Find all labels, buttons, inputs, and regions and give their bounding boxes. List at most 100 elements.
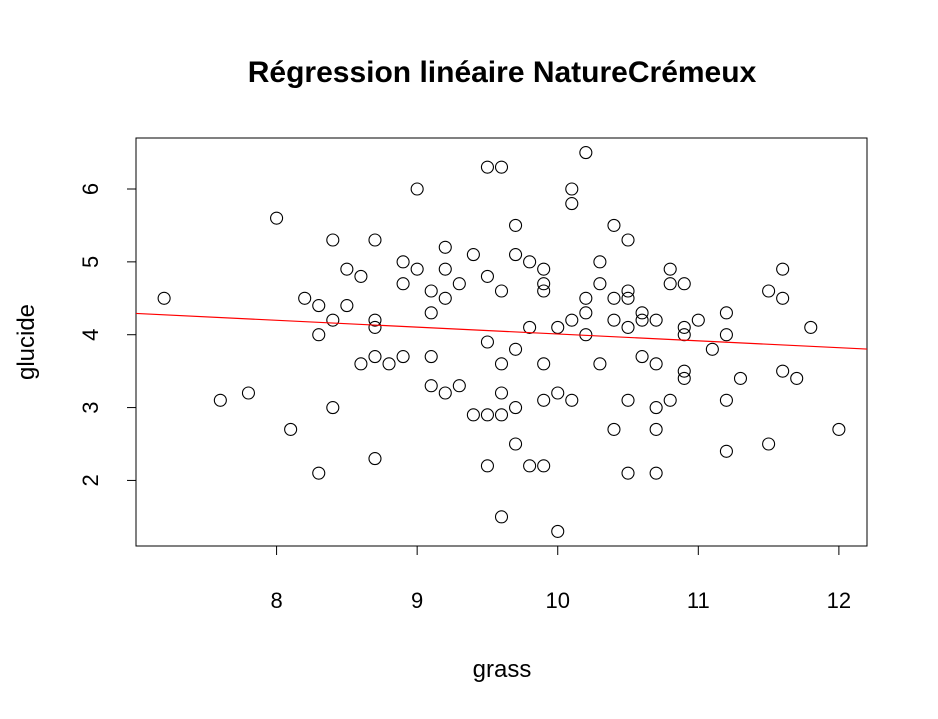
- data-point: [241, 386, 256, 400]
- data-point: [494, 510, 509, 524]
- y-tick-label: 5: [78, 256, 103, 268]
- data-point: [452, 379, 466, 393]
- data-point: [593, 277, 607, 291]
- data-point: [424, 379, 438, 393]
- data-point: [607, 313, 621, 327]
- data-point: [537, 357, 551, 371]
- data-point: [691, 313, 705, 327]
- data-point: [719, 328, 733, 342]
- data-points: [157, 146, 846, 538]
- x-axis: 8 9 10 11 12: [270, 545, 851, 613]
- chart-title: Régression linéaire NatureCrémeux: [248, 56, 757, 89]
- data-point: [509, 218, 523, 232]
- data-point: [438, 240, 452, 254]
- data-point: [298, 291, 312, 305]
- data-point: [663, 262, 677, 276]
- data-point: [466, 248, 480, 262]
- data-point: [312, 466, 326, 480]
- data-point: [621, 233, 635, 247]
- data-point: [593, 357, 607, 371]
- x-tick-label: 11: [687, 588, 710, 613]
- data-point: [537, 262, 551, 276]
- data-point: [565, 197, 579, 211]
- data-point: [438, 386, 452, 400]
- data-point: [368, 233, 382, 247]
- y-axis-label: glucide: [13, 304, 40, 380]
- data-point: [607, 218, 621, 232]
- data-point: [649, 357, 663, 371]
- x-axis-label: grass: [473, 656, 532, 683]
- x-tick-label: 8: [270, 588, 282, 613]
- data-point: [424, 306, 438, 320]
- data-point: [396, 255, 410, 269]
- data-point: [270, 211, 284, 225]
- data-point: [480, 269, 494, 283]
- data-point: [776, 364, 790, 378]
- data-point: [635, 306, 649, 320]
- data-point: [677, 371, 691, 385]
- data-point: [649, 401, 663, 415]
- data-point: [551, 386, 565, 400]
- data-point: [368, 452, 382, 466]
- y-axis: 2 3 4 5 6: [78, 183, 137, 487]
- data-point: [719, 306, 733, 320]
- data-point: [621, 320, 635, 334]
- data-point: [565, 393, 579, 407]
- data-point: [424, 284, 438, 298]
- data-point: [677, 277, 691, 291]
- data-point: [396, 350, 410, 364]
- data-point: [663, 277, 677, 291]
- data-point: [509, 401, 523, 415]
- data-point: [537, 284, 551, 298]
- data-point: [593, 255, 607, 269]
- y-tick-label: 3: [78, 401, 103, 413]
- data-point: [284, 422, 298, 436]
- data-point: [466, 408, 480, 422]
- regression-line-group: [135, 312, 868, 350]
- data-point: [579, 291, 593, 305]
- x-tick-label: 12: [827, 588, 851, 613]
- data-point: [312, 328, 326, 342]
- data-point: [551, 524, 565, 538]
- data-point: [776, 291, 790, 305]
- data-point: [719, 444, 733, 458]
- data-point: [565, 313, 579, 327]
- data-point: [480, 160, 494, 174]
- data-point: [776, 262, 790, 276]
- data-point: [649, 313, 663, 327]
- data-point: [494, 160, 509, 174]
- data-point: [382, 357, 396, 371]
- data-point: [438, 291, 452, 305]
- data-point: [354, 269, 368, 283]
- data-point: [649, 466, 663, 480]
- data-point: [424, 350, 438, 364]
- data-point: [621, 291, 635, 305]
- data-point: [312, 299, 326, 313]
- data-point: [452, 277, 466, 291]
- data-point: [509, 248, 523, 262]
- data-point: [621, 466, 635, 480]
- data-point: [340, 262, 354, 276]
- data-point: [649, 422, 663, 436]
- data-point: [368, 350, 382, 364]
- data-point: [565, 182, 579, 196]
- data-point: [719, 393, 733, 407]
- data-point: [677, 364, 691, 378]
- data-point: [733, 371, 748, 385]
- data-point: [480, 459, 494, 473]
- data-point: [579, 306, 593, 320]
- data-point: [663, 393, 677, 407]
- data-point: [607, 291, 621, 305]
- data-point: [368, 320, 382, 334]
- data-point: [509, 342, 523, 356]
- x-tick-label: 10: [545, 588, 569, 613]
- y-tick-label: 6: [78, 183, 103, 195]
- data-point: [396, 277, 410, 291]
- data-point: [368, 313, 382, 327]
- data-point: [790, 371, 804, 385]
- data-point: [551, 320, 565, 334]
- data-point: [157, 291, 171, 305]
- data-point: [354, 357, 368, 371]
- data-point: [326, 401, 340, 415]
